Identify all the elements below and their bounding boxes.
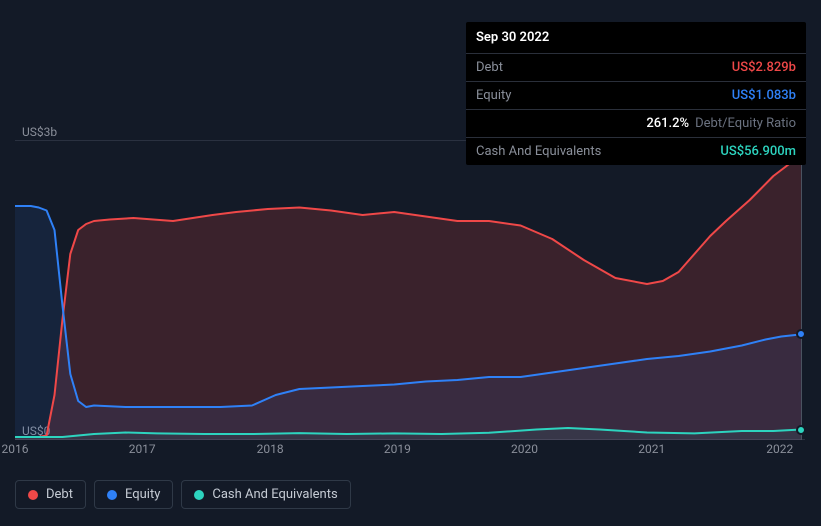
chart-svg xyxy=(15,140,805,440)
x-axis-label: 2018 xyxy=(257,442,284,456)
legend-dot-icon xyxy=(107,490,117,500)
tooltip-row-value: US$1.083b xyxy=(732,88,796,103)
legend-item-equity[interactable]: Equity xyxy=(94,480,173,509)
cursor-dot-equity xyxy=(796,329,806,339)
x-axis-label: 2022 xyxy=(766,442,793,456)
tooltip-row-label: Equity xyxy=(476,88,511,103)
chart-legend: Debt Equity Cash And Equivalents xyxy=(15,480,351,509)
tooltip-row-value-wrap: 261.2% Debt/Equity Ratio xyxy=(646,116,796,131)
tooltip-row: Equity US$1.083b xyxy=(466,82,806,110)
tooltip-row-value: 261.2% xyxy=(646,116,689,131)
tooltip-row-value-wrap: US$2.829b xyxy=(732,60,796,75)
legend-item-debt[interactable]: Debt xyxy=(15,480,86,509)
x-axis-label: 2021 xyxy=(638,442,665,456)
x-axis-label: 2020 xyxy=(511,442,538,456)
chart-plot-area[interactable] xyxy=(15,140,805,440)
legend-item-cash[interactable]: Cash And Equivalents xyxy=(181,480,350,509)
chart-container: Sep 30 2022 Debt US$2.829b Equity US$1.083b… xyxy=(0,0,821,526)
tooltip-row: Cash And Equivalents US$56.900m xyxy=(466,138,806,165)
tooltip-row-value-wrap: US$1.083b xyxy=(732,88,796,103)
legend-label: Cash And Equivalents xyxy=(212,487,337,502)
tooltip-row: 261.2% Debt/Equity Ratio xyxy=(466,110,806,138)
tooltip-row-suffix: Debt/Equity Ratio xyxy=(695,116,796,131)
y-axis-label-max: US$3b xyxy=(22,125,57,139)
legend-dot-icon xyxy=(194,490,204,500)
tooltip-row-value: US$56.900m xyxy=(720,144,796,159)
tooltip-date: Sep 30 2022 xyxy=(466,22,806,54)
chart-tooltip: Sep 30 2022 Debt US$2.829b Equity US$1.083b… xyxy=(466,22,806,165)
chart-crosshair xyxy=(801,140,802,440)
tooltip-row-value: US$2.829b xyxy=(732,60,796,75)
tooltip-row: Debt US$2.829b xyxy=(466,54,806,82)
tooltip-row-label: Cash And Equivalents xyxy=(476,144,601,159)
x-axis-label: 2019 xyxy=(384,442,411,456)
legend-label: Equity xyxy=(125,487,160,502)
legend-dot-icon xyxy=(28,490,38,500)
tooltip-row-value-wrap: US$56.900m xyxy=(720,144,796,159)
x-axis-label: 2016 xyxy=(2,442,29,456)
cursor-dot-cash xyxy=(796,425,806,435)
x-axis-label: 2017 xyxy=(129,442,156,456)
tooltip-row-label: Debt xyxy=(476,60,503,75)
x-axis-labels: 2016201720182019202020212022 xyxy=(15,442,805,462)
legend-label: Debt xyxy=(46,487,73,502)
